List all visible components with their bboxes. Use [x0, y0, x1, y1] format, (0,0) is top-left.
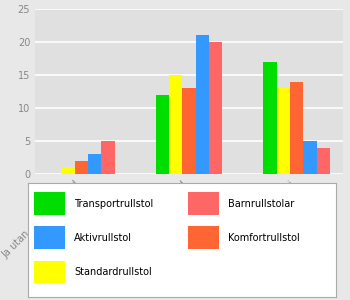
Bar [196, 35, 209, 174]
FancyBboxPatch shape [188, 192, 219, 215]
FancyBboxPatch shape [34, 260, 65, 283]
Bar [277, 88, 290, 174]
Text: Barnrullstolar: Barnrullstolar [228, 199, 294, 208]
Text: Transportrullstol: Transportrullstol [74, 199, 153, 208]
Bar [88, 154, 101, 174]
Bar [75, 161, 88, 174]
Text: Komfortrullstol: Komfortrullstol [228, 233, 300, 243]
FancyBboxPatch shape [34, 192, 65, 215]
Bar [303, 141, 317, 174]
Bar [264, 62, 277, 174]
Text: Standardrullstol: Standardrullstol [74, 267, 152, 277]
FancyBboxPatch shape [188, 226, 219, 249]
Bar [101, 141, 114, 174]
Text: Aktivrullstol: Aktivrullstol [74, 233, 132, 243]
Bar [209, 42, 222, 174]
Bar [169, 75, 182, 174]
FancyBboxPatch shape [34, 226, 65, 249]
Bar [61, 167, 75, 174]
Bar [317, 148, 330, 174]
Bar [290, 82, 303, 174]
Bar [182, 88, 196, 174]
Bar [156, 95, 169, 174]
